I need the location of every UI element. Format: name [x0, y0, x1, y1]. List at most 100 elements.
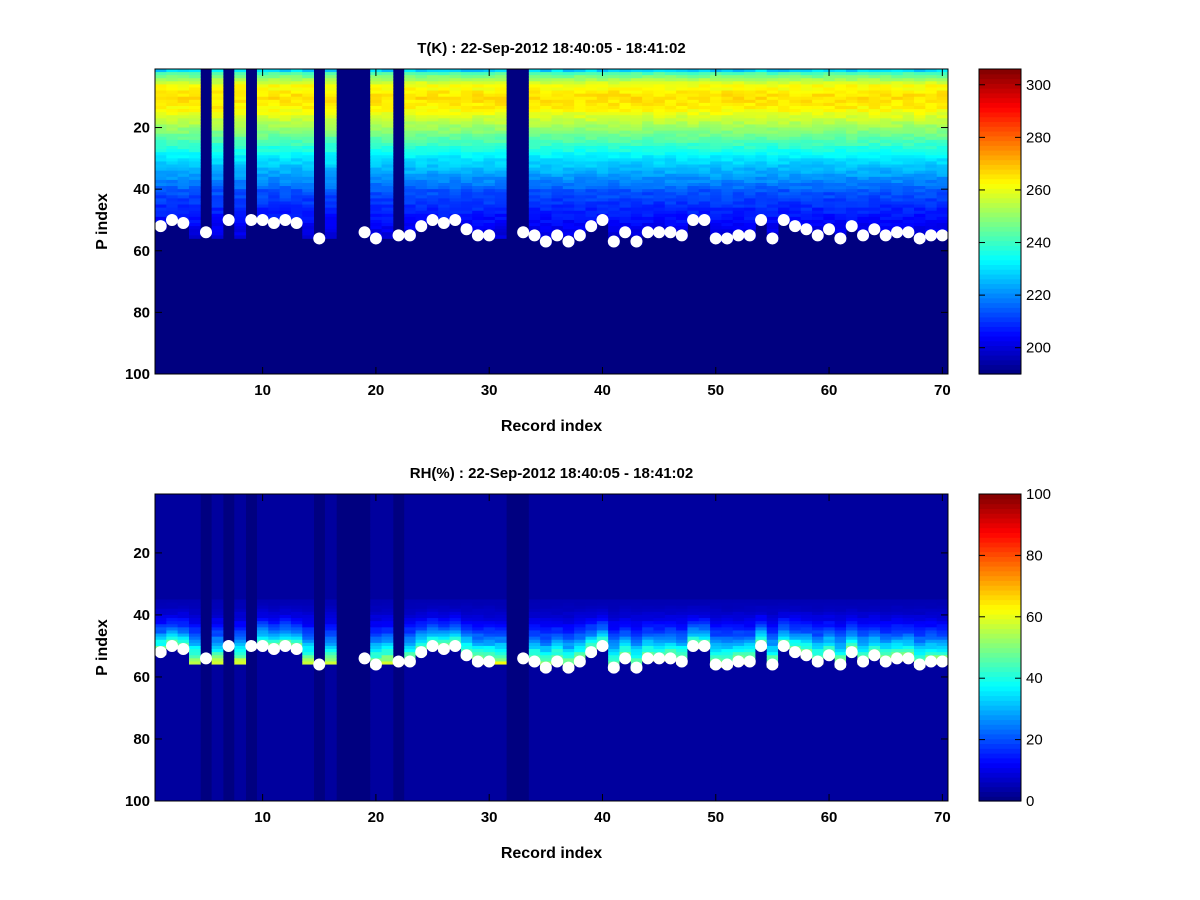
- heatmap-cell: [642, 216, 654, 221]
- heatmap-cell: [381, 636, 394, 641]
- marker-record-34: [528, 229, 541, 242]
- heatmap-cell: [166, 779, 179, 783]
- heatmap-cell: [381, 621, 394, 625]
- heatmap-cell: [324, 568, 337, 572]
- y-tick-label: 20: [133, 120, 150, 137]
- heatmap-cell: [415, 683, 428, 687]
- heatmap-cell: [676, 99, 688, 104]
- heatmap-cell: [608, 146, 620, 150]
- heatmap-cell: [698, 158, 711, 162]
- heatmap-cell: [721, 124, 734, 128]
- heatmap-cell: [868, 99, 881, 104]
- heatmap-cell: [404, 593, 416, 597]
- heatmap-cell: [211, 686, 224, 690]
- heatmap-cell: [404, 99, 416, 104]
- heatmap-cell: [155, 751, 167, 755]
- heatmap-cell: [823, 127, 836, 132]
- heatmap-cell: [211, 152, 224, 156]
- heatmap-cell: [234, 161, 247, 165]
- heatmap-cell: [290, 90, 303, 95]
- heatmap-cell: [936, 164, 949, 168]
- heatmap-cell: [177, 152, 190, 156]
- heatmap-cell: [166, 738, 179, 743]
- heatmap-cell: [914, 127, 926, 132]
- heatmap-cell: [925, 192, 938, 196]
- heatmap-cell: [608, 198, 620, 202]
- heatmap-cell: [381, 630, 394, 634]
- heatmap-cell: [279, 518, 292, 523]
- marker-record-58: [800, 223, 813, 236]
- heatmap-cell: [891, 161, 904, 165]
- heatmap-cell: [290, 531, 303, 535]
- colorbar-segment: [979, 197, 1021, 204]
- heatmap-cell: [370, 642, 382, 647]
- heatmap-cell: [472, 223, 484, 227]
- heatmap-cell: [211, 580, 224, 585]
- heatmap-cell: [812, 173, 824, 178]
- heatmap-cell: [585, 179, 598, 184]
- heatmap-cell: [268, 599, 281, 603]
- heatmap-cell: [381, 683, 394, 687]
- heatmap-cell: [279, 207, 292, 212]
- heatmap-cell: [642, 118, 654, 122]
- heatmap-cell: [438, 75, 450, 79]
- heatmap-cell: [188, 189, 201, 193]
- heatmap-cell: [415, 81, 428, 85]
- heatmap-cell: [789, 127, 802, 132]
- heatmap-cell: [234, 556, 247, 560]
- heatmap-cell: [268, 546, 281, 551]
- heatmap-cell: [483, 198, 496, 202]
- heatmap-cell: [676, 78, 688, 82]
- heatmap-cell: [778, 210, 790, 215]
- heatmap-cell: [166, 704, 179, 709]
- heatmap-cell: [494, 235, 507, 239]
- heatmap-cell: [256, 518, 269, 523]
- heatmap-cell: [166, 201, 179, 205]
- heatmap-cell: [324, 794, 337, 799]
- heatmap-cell: [596, 115, 609, 119]
- heatmap-cell: [370, 673, 382, 678]
- heatmap-cell: [234, 729, 247, 734]
- heatmap-cell: [902, 142, 915, 147]
- heatmap-cell: [279, 723, 292, 727]
- heatmap-cell: [211, 627, 224, 631]
- heatmap-cell: [653, 146, 666, 150]
- heatmap-cell: [290, 500, 303, 504]
- heatmap-cell: [619, 124, 632, 128]
- heatmap-cell: [834, 69, 847, 73]
- heatmap-cell: [857, 173, 870, 178]
- heatmap-cell: [302, 698, 314, 703]
- heatmap-cell: [166, 735, 179, 740]
- heatmap-cell: [404, 559, 416, 563]
- heatmap-cell: [936, 189, 949, 193]
- heatmap-cell: [324, 149, 337, 153]
- heatmap-cell: [324, 115, 337, 119]
- heatmap-cell: [279, 735, 292, 740]
- heatmap-cell: [155, 109, 167, 113]
- heatmap-cell: [596, 127, 609, 132]
- heatmap-cell: [868, 179, 881, 184]
- heatmap-cell: [370, 791, 382, 796]
- heatmap-cell: [891, 149, 904, 153]
- heatmap-cell: [290, 673, 303, 678]
- heatmap-cell: [302, 574, 314, 579]
- heatmap-cell: [834, 229, 847, 233]
- heatmap-cell: [687, 130, 700, 135]
- heatmap-cell: [483, 139, 496, 144]
- heatmap-cell: [812, 78, 824, 82]
- heatmap-cell: [234, 562, 247, 566]
- heatmap-cell: [755, 149, 768, 153]
- heatmap-cell: [155, 213, 167, 218]
- heatmap-cell: [710, 87, 722, 91]
- heatmap-cell: [302, 726, 314, 731]
- heatmap-cell: [914, 78, 926, 82]
- heatmap-cell: [381, 642, 394, 647]
- heatmap-cell: [744, 124, 756, 128]
- heatmap-cell: [902, 161, 915, 165]
- heatmap-cell: [914, 93, 926, 98]
- heatmap-cell: [438, 192, 450, 196]
- heatmap-cell: [540, 139, 552, 144]
- heatmap-cell: [415, 630, 428, 634]
- heatmap-cell: [710, 155, 722, 159]
- heatmap-cell: [211, 93, 224, 98]
